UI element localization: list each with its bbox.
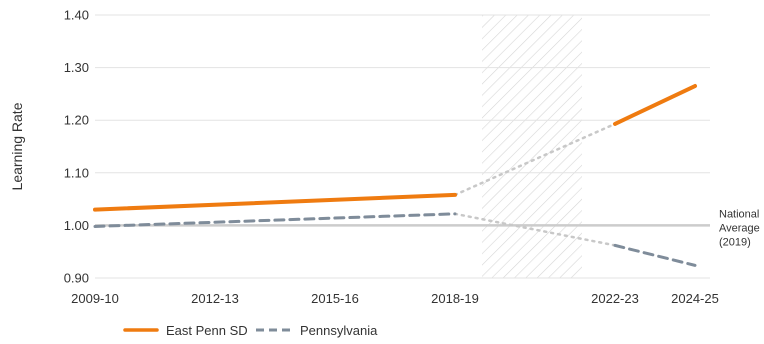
y-tick-3: 1.20 <box>64 113 89 128</box>
x-tick-2: 2015-16 <box>311 291 359 306</box>
legend-label-pennsylvania: Pennsylvania <box>300 323 378 338</box>
x-tick-0: 2009-10 <box>71 291 119 306</box>
y-tick-labels: 0.90 1.00 1.10 1.20 1.30 1.40 <box>64 8 89 286</box>
national-average-label-line-1: Average <box>719 222 760 234</box>
x-tick-3: 2018-19 <box>431 291 479 306</box>
x-tick-5: 2024-25 <box>671 291 719 306</box>
series-lines <box>93 84 697 267</box>
legend-label-east-penn: East Penn SD <box>166 323 248 338</box>
series-0-segment-2 <box>613 84 697 126</box>
y-tick-2: 1.10 <box>64 165 89 180</box>
y-axis-title: Learning Rate <box>9 102 25 190</box>
y-tick-0: 0.90 <box>64 271 89 286</box>
gap-line-0 <box>453 122 617 197</box>
x-tick-4: 2022-23 <box>591 291 639 306</box>
gap-line-1 <box>453 212 617 247</box>
series-1-segment-2 <box>613 243 697 267</box>
y-tick-1: 1.00 <box>64 218 89 233</box>
y-tick-4: 1.30 <box>64 60 89 75</box>
covid-gap-shading <box>482 15 582 278</box>
national-average-label-line-0: National <box>719 208 759 220</box>
gridlines <box>95 14 710 279</box>
x-tick-1: 2012-13 <box>191 291 239 306</box>
national-average-label-line-2: (2019) <box>719 236 751 248</box>
series-1-segment-0 <box>93 212 457 228</box>
y-tick-5: 1.40 <box>64 8 89 23</box>
x-tick-labels: 2009-10 2012-13 2015-16 2018-19 2022-23 2024-… <box>71 291 719 306</box>
legend: East Penn SD Pennsylvania <box>123 323 378 338</box>
national-average-label: National Average (2019) <box>719 208 760 248</box>
projection-gap-lines <box>453 122 617 247</box>
series-0-segment-0 <box>93 192 457 212</box>
